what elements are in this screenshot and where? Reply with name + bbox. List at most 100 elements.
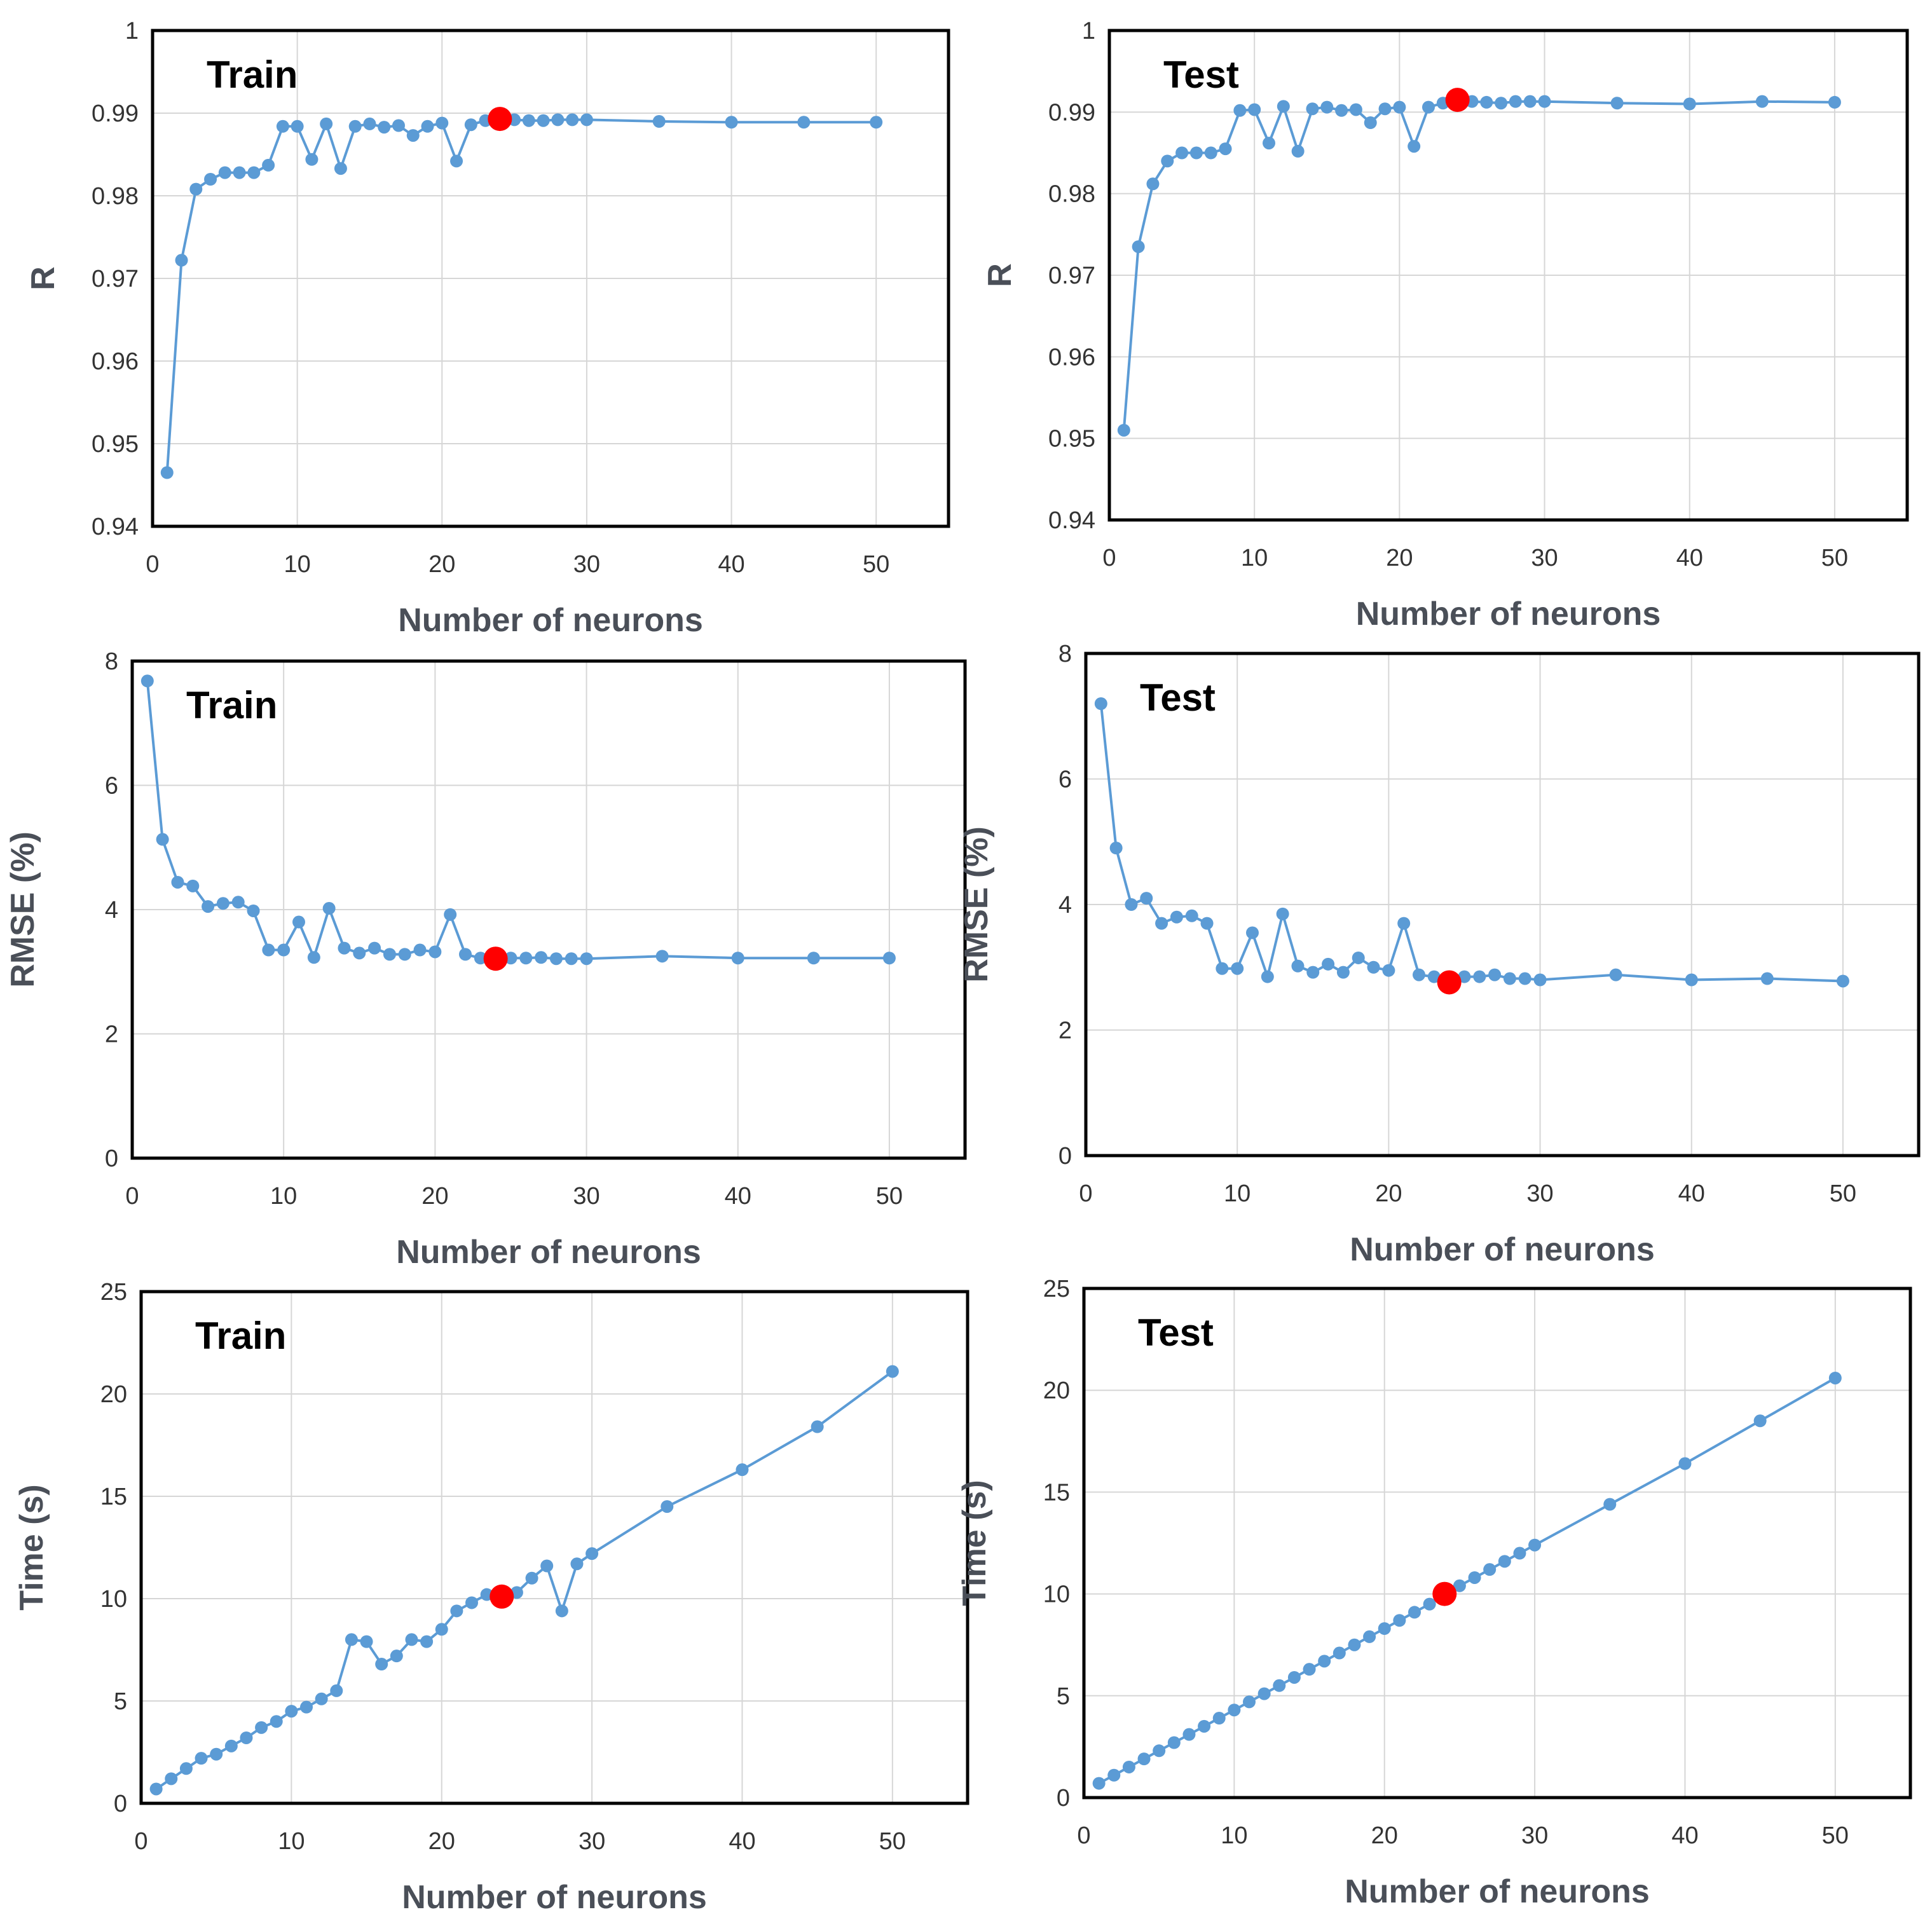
rmse-test-data-point-9 [1231, 962, 1244, 975]
rmse-test-data-point-25 [1473, 970, 1486, 983]
rmse-train-data-point-25 [519, 952, 533, 965]
rmse-train-data-point-17 [398, 948, 411, 961]
r-train-data-point-19 [435, 116, 449, 130]
r-test-data-point-9 [1248, 103, 1261, 116]
time-test-data-point-13 [1287, 1670, 1301, 1684]
r-test-xtick-label-4: 40 [1676, 545, 1703, 571]
rmse-test-data-point-20 [1397, 917, 1411, 930]
time-train-data-point-20 [450, 1604, 463, 1618]
rmse-test-data-point-6 [1185, 909, 1198, 922]
rmse-test-data-point-5 [1170, 910, 1183, 924]
r-train-data-point-31 [725, 116, 738, 129]
r-test-data-point-27 [1509, 95, 1522, 108]
r-test-xtick-label-1: 10 [1241, 545, 1268, 571]
rmse-train-xtick-label-1: 10 [270, 1183, 297, 1210]
time-test-ytick-label-1: 5 [1057, 1683, 1070, 1710]
rmse-test-data-point-12 [1276, 907, 1289, 920]
time-test-data-point-14 [1303, 1663, 1316, 1676]
r-test-data-point-29 [1538, 95, 1551, 108]
time-train-data-point-30 [661, 1500, 674, 1513]
r-train-data-point-25 [522, 114, 535, 127]
r-test-data-point-31 [1683, 97, 1696, 111]
time-test-data-point-29 [1528, 1538, 1542, 1552]
rmse-test-data-point-24 [1458, 970, 1471, 983]
rmse-test-data-point-0 [1094, 697, 1107, 710]
time-test-data-point-18 [1363, 1630, 1376, 1643]
r-train-data-point-2 [189, 182, 203, 196]
time-test-y-axis-label: Time (s) [956, 1480, 993, 1606]
time-train-xtick-label-1: 10 [278, 1828, 305, 1855]
r-test-data-point-5 [1189, 146, 1203, 160]
time-train-xtick-label-5: 50 [879, 1828, 906, 1855]
r-train-data-point-3 [204, 173, 217, 186]
time-test-xtick-label-3: 30 [1521, 1822, 1548, 1849]
time-test-data-point-7 [1198, 1719, 1211, 1733]
rmse-train-data-point-11 [307, 951, 320, 964]
r-train-data-point-33 [870, 116, 883, 129]
r-train-xtick-label-5: 50 [863, 551, 889, 578]
time-test-data-point-31 [1678, 1457, 1692, 1470]
time-test-plot-frame [1082, 1287, 1912, 1799]
time-test-data-point-30 [1603, 1498, 1617, 1511]
time-test-ytick-label-5: 25 [1043, 1276, 1070, 1302]
time-train-data-point-31 [736, 1463, 749, 1477]
r-test-ytick-label-5: 0.99 [1048, 99, 1095, 126]
rmse-test-optimum-marker [1437, 970, 1462, 995]
rmse-test-data-point-2 [1125, 898, 1138, 911]
rmse-train-data-point-29 [580, 952, 593, 966]
r-train-y-axis-label: R [25, 266, 62, 290]
r-train-xtick-label-2: 20 [428, 551, 455, 578]
rmse-train-data-point-5 [216, 897, 230, 910]
r-train-ytick-label-1: 0.95 [92, 431, 139, 458]
r-train-xtick-label-1: 10 [284, 551, 310, 578]
r-test-data-point-30 [1610, 97, 1624, 110]
r-train-data-point-8 [276, 120, 289, 133]
time-test-data-point-5 [1167, 1736, 1181, 1749]
r-train-data-point-10 [305, 153, 319, 166]
r-train-data-point-30 [652, 115, 666, 128]
time-train-ytick-label-4: 20 [100, 1381, 127, 1408]
r-test-data-point-7 [1219, 142, 1232, 156]
r-test-data-point-16 [1349, 103, 1362, 116]
time-test-xtick-label-2: 20 [1371, 1822, 1398, 1849]
rmse-test-series-line [1099, 703, 1843, 984]
rmse-train-data-point-19 [428, 945, 442, 959]
r-train-data-point-26 [537, 114, 550, 127]
r-train-data-point-11 [320, 117, 333, 130]
rmse-train-xtick-label-2: 20 [421, 1183, 448, 1210]
r-train-ytick-label-5: 0.99 [92, 100, 139, 127]
r-test-data-point-4 [1175, 146, 1189, 160]
rmse-train-data-point-20 [444, 908, 457, 921]
rmse-test-ytick-label-3: 6 [1058, 767, 1072, 793]
time-train-data-point-32 [811, 1420, 824, 1433]
r-train-data-point-6 [247, 166, 261, 179]
rmse-test-data-point-31 [1685, 973, 1698, 987]
rmse-test-data-point-21 [1413, 968, 1425, 981]
r-train-ytick-label-4: 0.98 [92, 183, 139, 210]
r-train-data-point-1 [175, 254, 188, 267]
rmse-test-data-point-19 [1382, 964, 1395, 977]
rmse-train-data-point-24 [504, 952, 517, 965]
rmse-train-panel: 0 10 20 30 40 50 0 2 4 6 8 Number of neurons RMSE (%… [4, 648, 967, 1271]
time-train-data-point-0 [149, 1782, 163, 1796]
rmse-train-data-point-32 [807, 952, 820, 965]
rmse-train-data-point-15 [368, 941, 381, 955]
r-train-series-line [165, 118, 877, 473]
time-train-ytick-label-3: 15 [100, 1484, 127, 1510]
r-test-data-point-28 [1523, 95, 1537, 108]
rmse-train-data-point-16 [383, 948, 396, 961]
r-test-data-point-21 [1422, 100, 1435, 114]
time-test-data-point-21 [1408, 1606, 1421, 1619]
r-test-data-point-25 [1480, 95, 1493, 109]
time-test-data-point-19 [1378, 1622, 1391, 1636]
rmse-test-data-point-28 [1518, 972, 1531, 985]
time-test-data-point-20 [1393, 1614, 1406, 1627]
time-train-xtick-label-4: 40 [729, 1828, 755, 1855]
rmse-test-y-axis-label: RMSE (%) [958, 826, 995, 983]
time-train-data-point-26 [540, 1559, 554, 1573]
r-train-data-point-12 [334, 162, 347, 175]
r-test-optimum-marker [1445, 88, 1470, 113]
r-train-xtick-label-0: 0 [146, 551, 159, 578]
rmse-test-data-point-14 [1306, 966, 1320, 979]
